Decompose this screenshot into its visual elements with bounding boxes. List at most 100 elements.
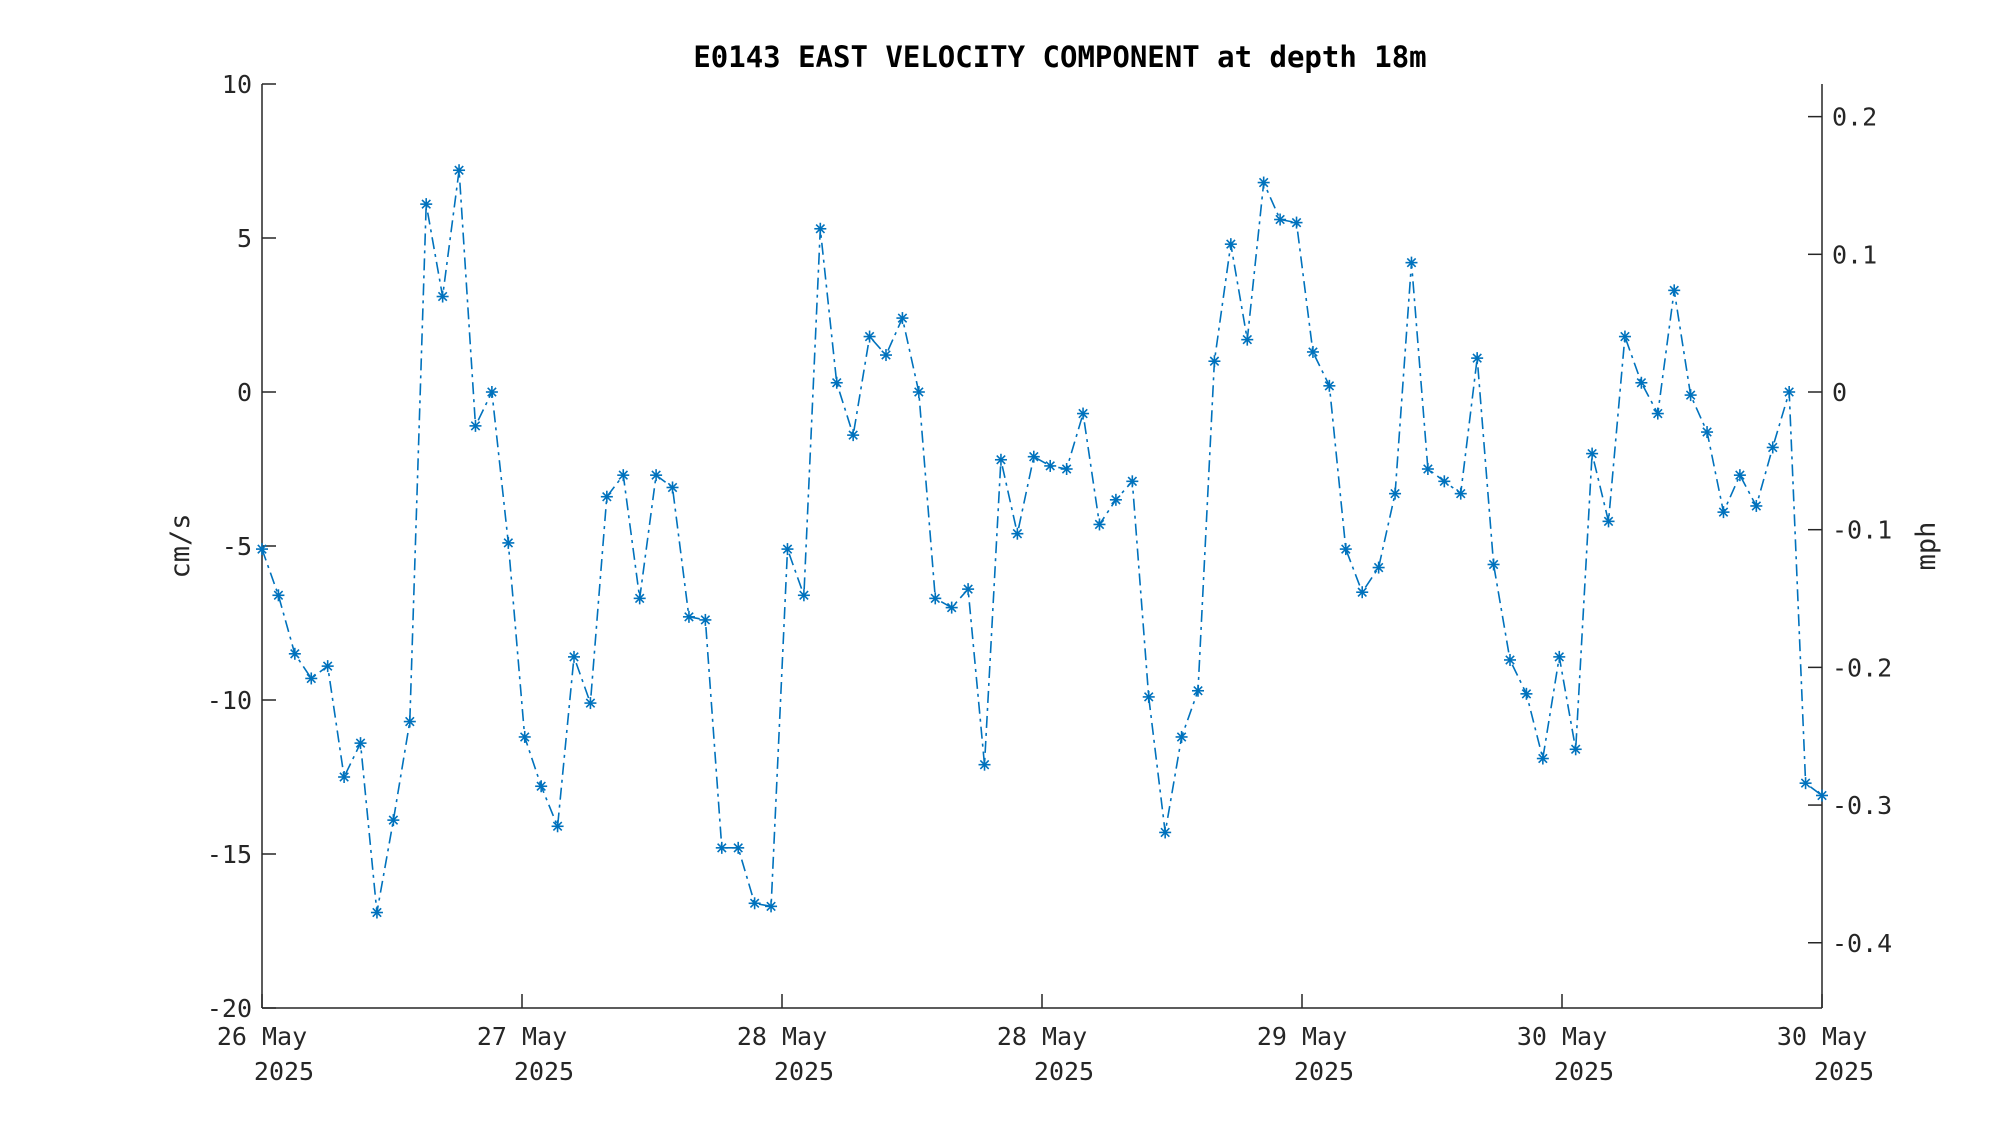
data-point bbox=[1701, 426, 1714, 439]
data-point bbox=[1077, 407, 1090, 420]
data-point bbox=[1421, 463, 1434, 475]
data-point bbox=[1438, 475, 1451, 488]
data-point bbox=[1586, 447, 1599, 460]
x-tick-label-date: 28 May bbox=[737, 1022, 827, 1051]
data-point bbox=[1011, 527, 1024, 540]
y-tick-label-right: -0.2 bbox=[1832, 653, 1892, 682]
data-point bbox=[370, 906, 383, 919]
x-tick-label-date: 29 May bbox=[1257, 1022, 1347, 1051]
data-point bbox=[1651, 407, 1664, 420]
data-point bbox=[272, 589, 285, 602]
data-point bbox=[1274, 213, 1287, 226]
data-point bbox=[1471, 352, 1484, 365]
data-point bbox=[420, 198, 433, 211]
x-tick-label-year: 2025 bbox=[254, 1057, 314, 1086]
data-point bbox=[912, 386, 925, 398]
x-tick-label-year: 2025 bbox=[1294, 1057, 1354, 1086]
x-tick-label-year: 2025 bbox=[514, 1057, 574, 1086]
y-tick-label-left: 0 bbox=[237, 378, 252, 407]
data-point bbox=[469, 419, 482, 432]
y-tick-label-left: 5 bbox=[237, 224, 252, 253]
y-tick-label-right: -0.4 bbox=[1832, 929, 1892, 958]
y-tick-label-left: 10 bbox=[222, 70, 252, 99]
data-point bbox=[1208, 355, 1221, 368]
data-point bbox=[748, 897, 761, 910]
series-markers bbox=[256, 164, 1828, 919]
x-tick-label-year: 2025 bbox=[1554, 1057, 1614, 1086]
data-point bbox=[1257, 176, 1270, 189]
x-tick-label-date: 30 May bbox=[1517, 1022, 1607, 1051]
data-point bbox=[994, 453, 1007, 466]
data-point bbox=[1816, 789, 1828, 802]
data-point bbox=[1175, 730, 1188, 743]
data-point bbox=[1504, 653, 1516, 666]
data-point bbox=[1766, 441, 1779, 454]
data-point bbox=[1717, 506, 1730, 519]
data-point bbox=[584, 697, 597, 710]
x-tick-label-date: 28 May bbox=[997, 1022, 1087, 1051]
data-point bbox=[1520, 687, 1533, 700]
data-point bbox=[863, 330, 876, 343]
x-tick-label-date: 30 May bbox=[1777, 1022, 1867, 1051]
data-point bbox=[1389, 487, 1402, 500]
y-tick-label-left: -10 bbox=[207, 686, 252, 715]
data-point bbox=[354, 737, 367, 750]
series-line bbox=[261, 170, 1823, 913]
data-point bbox=[1799, 777, 1812, 790]
data-point bbox=[1339, 543, 1352, 556]
data-point bbox=[929, 592, 942, 605]
data-point bbox=[1536, 752, 1549, 765]
data-point bbox=[305, 672, 318, 685]
data-point bbox=[600, 490, 613, 503]
data-point bbox=[1668, 284, 1681, 297]
data-point bbox=[321, 660, 334, 673]
data-point bbox=[666, 481, 679, 494]
y-tick-label-right: -0.1 bbox=[1832, 516, 1892, 545]
y-tick-label-left: -5 bbox=[222, 532, 252, 561]
data-point bbox=[962, 583, 975, 596]
data-point bbox=[1618, 330, 1631, 343]
data-point bbox=[1192, 684, 1204, 697]
y-tick-label-left: -15 bbox=[207, 840, 252, 869]
tick-group: 10 5 0 -5 -10 -15 -20 0.2 0.1 0 -0.1 -0.2 -0.3 -0.4 26… bbox=[207, 70, 1892, 1086]
data-point bbox=[256, 543, 268, 556]
data-point bbox=[1044, 459, 1057, 472]
data-point bbox=[1487, 558, 1500, 571]
chart-title: E0143 EAST VELOCITY COMPONENT at depth 1… bbox=[693, 40, 1426, 74]
data-point bbox=[765, 900, 778, 913]
data-point bbox=[1323, 379, 1336, 392]
data-point bbox=[1372, 561, 1385, 574]
y-tick-label-right: -0.3 bbox=[1832, 791, 1892, 820]
data-point bbox=[535, 780, 548, 793]
data-point bbox=[1405, 256, 1418, 269]
data-point bbox=[682, 610, 695, 623]
data-point bbox=[880, 349, 892, 362]
y-axis-label-right: mph bbox=[1911, 522, 1942, 571]
y-tick-label-right: 0.2 bbox=[1832, 103, 1877, 132]
y-tick-label-left: -20 bbox=[207, 994, 252, 1023]
data-point bbox=[1454, 487, 1467, 500]
data-point bbox=[1356, 586, 1369, 599]
data-point bbox=[1126, 475, 1139, 488]
data-point bbox=[1290, 216, 1303, 229]
x-tick-label-date: 26 May bbox=[217, 1022, 307, 1051]
data-point bbox=[1027, 450, 1040, 463]
data-point bbox=[830, 376, 843, 389]
y-axis-label-left: cm/s bbox=[165, 513, 196, 578]
data-point bbox=[1553, 650, 1566, 663]
y-tick-label-right: 0.1 bbox=[1832, 240, 1877, 269]
data-point bbox=[617, 469, 630, 482]
x-tick-label-date: 27 May bbox=[477, 1022, 567, 1051]
data-point bbox=[485, 386, 498, 398]
data-point bbox=[1241, 333, 1254, 346]
data-point bbox=[1684, 389, 1697, 402]
data-point bbox=[387, 814, 400, 827]
data-point bbox=[403, 715, 416, 728]
data-point bbox=[551, 820, 564, 833]
x-tick-label-year: 2025 bbox=[774, 1057, 834, 1086]
data-point bbox=[1750, 499, 1763, 512]
data-point bbox=[1159, 826, 1172, 839]
data-point bbox=[1224, 238, 1237, 251]
data-point bbox=[1602, 515, 1615, 528]
